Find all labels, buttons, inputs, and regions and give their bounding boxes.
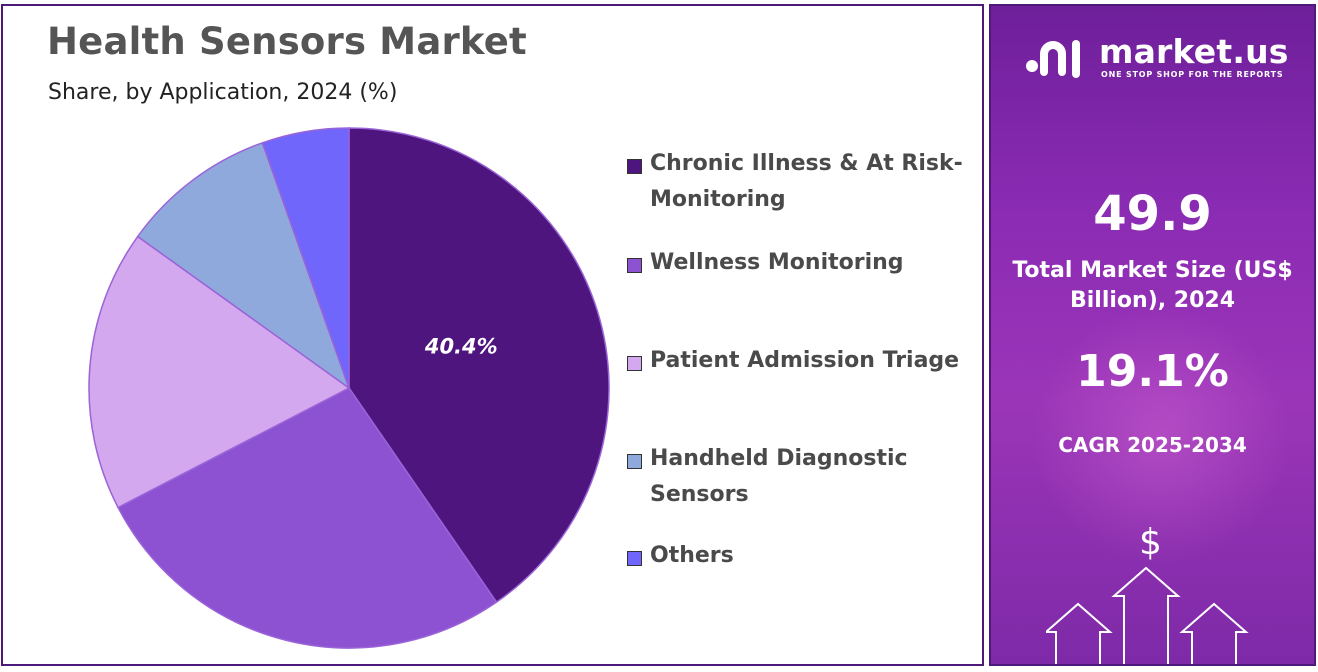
side-panel: market.us ONE STOP SHOP FOR THE REPORTS … [989, 4, 1316, 666]
legend-label: Wellness Monitoring [650, 250, 904, 275]
cagr-label: CAGR 2025-2034 [1058, 433, 1247, 457]
legend-swatch [627, 159, 642, 174]
legend-label: Chronic Illness & At Risk-Monitoring [650, 151, 963, 212]
legend-swatch [627, 356, 642, 371]
legend-label: Handheld Diagnostic Sensors [650, 446, 908, 507]
pie-chart: 40.4% [88, 127, 610, 649]
dollar-icon: $ [1139, 522, 1162, 563]
pie-slice-0 [348, 127, 610, 604]
cagr-value: 19.1% [1076, 346, 1229, 397]
market-us-logo-icon [1026, 40, 1080, 78]
chart-title: Health Sensors Market [47, 20, 527, 63]
pie-slice-1 [117, 387, 498, 649]
legend-item-handheld-diagnostic-sensors: Handheld Diagnostic Sensors [627, 446, 980, 513]
pie-slice-3 [136, 141, 351, 390]
pie-slice-4 [261, 127, 350, 389]
market-size-label: Total Market Size (US$ Billion), 2024 [1012, 258, 1293, 313]
legend-label: Patient Admission Triage [650, 348, 960, 373]
chart-subtitle: Share, by Application, 2024 (%) [48, 80, 398, 105]
logo-tagline: ONE STOP SHOP FOR THE REPORTS [1101, 70, 1284, 79]
market-us-logo[interactable]: market.us ONE STOP SHOP FOR THE REPORTS [1023, 32, 1293, 92]
logo-name: market.us [1099, 32, 1289, 71]
legend-swatch [627, 258, 642, 273]
legend-item-patient-admission-triage: Patient Admission Triage [627, 348, 980, 379]
legend-label: Others [650, 543, 734, 568]
market-size-value: 49.9 [1093, 186, 1212, 242]
chart-panel: Health Sensors Market Share, by Applicat… [1, 4, 984, 666]
background-glow [1031, 306, 1291, 566]
legend-swatch [627, 454, 642, 469]
pie-slice-2 [88, 235, 351, 509]
legend-item-others: Others [627, 543, 980, 574]
up-arrow-icon [1046, 566, 1249, 664]
up-arrows-graphic [1046, 566, 1249, 664]
legend-item-wellness-monitoring: Wellness Monitoring [627, 250, 980, 281]
legend-swatch [627, 551, 642, 566]
pie-data-label: 40.4% [424, 335, 498, 359]
legend-item-chronic-illness: Chronic Illness & At Risk-Monitoring [627, 151, 980, 218]
